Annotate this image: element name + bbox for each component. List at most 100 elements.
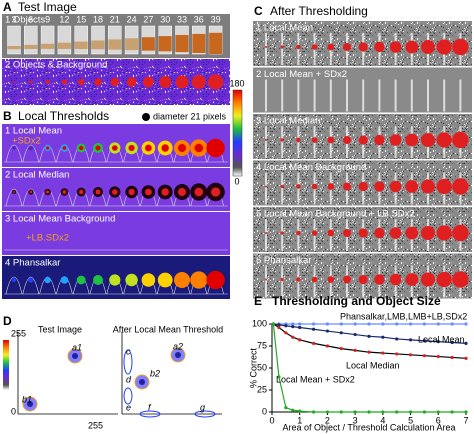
outline: [5, 144, 23, 163]
object: [389, 227, 402, 239]
object: [157, 272, 173, 288]
object: [60, 276, 69, 284]
series-point: [422, 354, 427, 358]
bar: [297, 79, 300, 112]
object: [389, 41, 402, 53]
core: [95, 189, 101, 195]
series-point: [339, 331, 343, 335]
core: [211, 187, 221, 197]
outline: [22, 144, 40, 163]
cluster-label: a2: [173, 341, 183, 351]
strip-label: 3 Local Mean Background: [5, 214, 115, 225]
core: [29, 146, 33, 150]
object: [405, 133, 419, 147]
fill: [108, 39, 122, 50]
strip-label: 2 Objects & Background: [5, 60, 107, 71]
object: [296, 44, 301, 50]
bar: [265, 126, 267, 158]
bar: [281, 219, 284, 251]
object: [421, 179, 435, 194]
size-label: 24: [127, 14, 137, 24]
object: [280, 231, 284, 235]
panel-letter: D: [3, 314, 12, 328]
series-point: [464, 322, 468, 326]
bar: [329, 79, 332, 112]
series-point: [311, 327, 316, 331]
bar: [394, 79, 397, 112]
series-point: [291, 322, 295, 326]
series-point: [436, 322, 440, 326]
series-point: [367, 322, 371, 326]
y-tick-label: 25: [257, 384, 267, 394]
object: [311, 44, 318, 50]
core: [145, 188, 152, 196]
object: [190, 271, 208, 289]
object: [29, 80, 33, 84]
object: [143, 76, 154, 88]
series-point: [325, 410, 330, 414]
x-tick-label: 3: [353, 415, 358, 425]
fill: [41, 43, 55, 49]
cluster-core: [27, 401, 33, 407]
object: [343, 43, 351, 51]
series-label: Local Mean: [418, 334, 465, 344]
series-label: Local Mean + SDx2: [276, 374, 355, 384]
object: [296, 277, 301, 282]
object: [389, 273, 402, 286]
core: [178, 188, 186, 196]
y-tick-label: 50: [257, 362, 267, 372]
series-point: [291, 325, 295, 329]
panel-letter: C: [254, 4, 263, 18]
bar: [281, 79, 284, 112]
object: [28, 277, 34, 283]
plot-title: Test Image: [38, 324, 82, 334]
object: [374, 181, 385, 192]
object: [13, 81, 15, 83]
x-tick-label: 0: [269, 415, 274, 425]
y-axis-label: % Correct: [248, 348, 258, 389]
bar: [410, 79, 413, 112]
x-tick-label: 5: [408, 415, 413, 425]
size-label: 30: [160, 14, 170, 24]
core: [29, 190, 33, 194]
object: [452, 178, 469, 195]
bar: [378, 79, 381, 112]
series-point: [284, 331, 288, 335]
series-point: [367, 334, 371, 338]
core: [79, 145, 84, 151]
core: [46, 146, 50, 150]
core: [161, 188, 169, 196]
series-point: [436, 354, 440, 359]
bar: [281, 265, 284, 298]
cluster-core: [139, 379, 145, 385]
object: [174, 272, 190, 288]
size-label: 6: [28, 14, 33, 24]
strip-note: +SDx2: [12, 136, 41, 147]
cluster-label: c: [126, 346, 131, 356]
object: [374, 227, 385, 239]
strip-label: 4 Phansalkar: [5, 258, 60, 269]
core: [112, 189, 118, 195]
series-point: [367, 350, 371, 354]
bar: [313, 79, 316, 112]
object: [358, 135, 368, 145]
size-label: 33: [177, 14, 187, 24]
outline: [22, 188, 40, 207]
series-point: [381, 322, 385, 326]
series-label: Local Median: [346, 360, 400, 370]
bar: [427, 79, 429, 112]
cluster-label: f: [148, 402, 152, 412]
series-point: [422, 322, 427, 326]
x-tick-label: 6: [436, 415, 441, 425]
bar: [459, 79, 462, 112]
panel-letter: A: [3, 0, 12, 14]
object: [76, 275, 86, 285]
object: [358, 228, 368, 238]
series-point: [311, 322, 316, 326]
series-point: [284, 324, 288, 328]
series-point: [325, 344, 330, 348]
bar: [265, 265, 267, 298]
object: [296, 230, 301, 236]
core: [194, 187, 204, 197]
